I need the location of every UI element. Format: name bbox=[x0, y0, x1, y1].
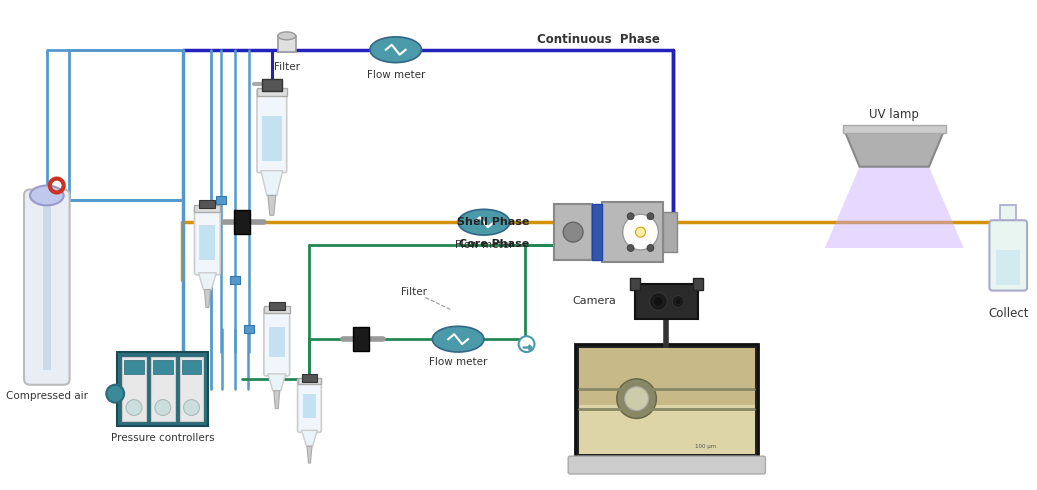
Text: 100 µm: 100 µm bbox=[696, 444, 717, 449]
Bar bbox=[234, 210, 250, 234]
Circle shape bbox=[127, 400, 142, 416]
Bar bbox=[843, 125, 946, 133]
Bar bbox=[217, 196, 226, 204]
Circle shape bbox=[155, 400, 171, 416]
Bar bbox=[179, 357, 203, 421]
Polygon shape bbox=[268, 374, 285, 391]
Text: Flow meter: Flow meter bbox=[455, 240, 513, 250]
Bar bbox=[269, 302, 285, 311]
Bar bbox=[257, 88, 286, 97]
Circle shape bbox=[647, 213, 654, 220]
FancyBboxPatch shape bbox=[257, 89, 286, 172]
Text: Shell Phase: Shell Phase bbox=[457, 217, 530, 227]
FancyBboxPatch shape bbox=[263, 307, 289, 376]
Text: Flow meter: Flow meter bbox=[429, 357, 487, 367]
Bar bbox=[693, 278, 703, 290]
Text: Flow meter: Flow meter bbox=[366, 70, 425, 79]
Circle shape bbox=[106, 385, 124, 403]
Text: Pressure controllers: Pressure controllers bbox=[111, 433, 215, 443]
Bar bbox=[199, 225, 216, 260]
Bar bbox=[230, 276, 241, 284]
Bar bbox=[601, 202, 664, 262]
Ellipse shape bbox=[458, 209, 510, 235]
Circle shape bbox=[518, 336, 534, 352]
Bar bbox=[664, 212, 677, 252]
Polygon shape bbox=[845, 131, 944, 167]
Circle shape bbox=[672, 295, 684, 307]
Ellipse shape bbox=[278, 32, 296, 40]
Text: Compressed air: Compressed air bbox=[6, 391, 88, 401]
Bar bbox=[181, 360, 201, 374]
Text: Filter: Filter bbox=[274, 62, 300, 72]
Bar bbox=[302, 374, 317, 382]
Polygon shape bbox=[824, 167, 963, 248]
Bar bbox=[298, 378, 321, 384]
Text: Core Phase: Core Phase bbox=[459, 239, 530, 249]
Polygon shape bbox=[302, 430, 317, 446]
Circle shape bbox=[647, 245, 654, 251]
Ellipse shape bbox=[370, 37, 421, 63]
Bar bbox=[1001, 205, 1016, 223]
Bar bbox=[278, 36, 296, 52]
Circle shape bbox=[675, 298, 681, 304]
Circle shape bbox=[627, 245, 634, 251]
Polygon shape bbox=[198, 273, 217, 290]
Bar bbox=[629, 278, 640, 290]
Text: Collect: Collect bbox=[988, 307, 1029, 320]
Bar bbox=[303, 393, 316, 418]
Bar bbox=[151, 357, 174, 421]
Circle shape bbox=[563, 222, 583, 242]
Polygon shape bbox=[268, 196, 276, 215]
FancyBboxPatch shape bbox=[298, 379, 321, 432]
Text: Camera: Camera bbox=[572, 296, 617, 307]
Bar bbox=[269, 327, 285, 357]
Bar bbox=[244, 325, 254, 333]
Text: Filter: Filter bbox=[400, 287, 426, 296]
FancyBboxPatch shape bbox=[989, 220, 1027, 291]
Bar bbox=[635, 284, 698, 319]
Ellipse shape bbox=[432, 326, 484, 352]
Bar bbox=[263, 306, 289, 314]
Polygon shape bbox=[274, 391, 280, 409]
Bar bbox=[152, 360, 173, 374]
Bar bbox=[353, 327, 369, 351]
Circle shape bbox=[624, 387, 648, 411]
Polygon shape bbox=[261, 171, 283, 196]
Circle shape bbox=[617, 379, 656, 418]
Ellipse shape bbox=[30, 186, 63, 205]
Bar bbox=[579, 348, 755, 405]
Text: UV lamp: UV lamp bbox=[869, 108, 919, 121]
Circle shape bbox=[622, 214, 658, 250]
Bar bbox=[117, 352, 208, 426]
Circle shape bbox=[627, 213, 634, 220]
Bar bbox=[43, 201, 51, 370]
Circle shape bbox=[184, 400, 199, 416]
Bar bbox=[199, 200, 216, 208]
Circle shape bbox=[649, 293, 667, 311]
FancyBboxPatch shape bbox=[24, 190, 69, 385]
FancyBboxPatch shape bbox=[195, 206, 220, 275]
Bar bbox=[579, 348, 755, 454]
Bar bbox=[576, 344, 758, 458]
Bar bbox=[122, 357, 146, 421]
Bar bbox=[262, 79, 282, 91]
Bar bbox=[124, 360, 144, 374]
Bar bbox=[262, 116, 282, 161]
Bar bbox=[592, 204, 601, 260]
Circle shape bbox=[653, 296, 664, 306]
Polygon shape bbox=[204, 290, 211, 307]
Bar bbox=[997, 250, 1020, 285]
Bar bbox=[555, 204, 592, 260]
Circle shape bbox=[636, 227, 645, 237]
FancyBboxPatch shape bbox=[568, 456, 765, 474]
Polygon shape bbox=[307, 446, 312, 463]
Bar bbox=[195, 205, 220, 212]
Text: Continuous  Phase: Continuous Phase bbox=[537, 33, 661, 47]
